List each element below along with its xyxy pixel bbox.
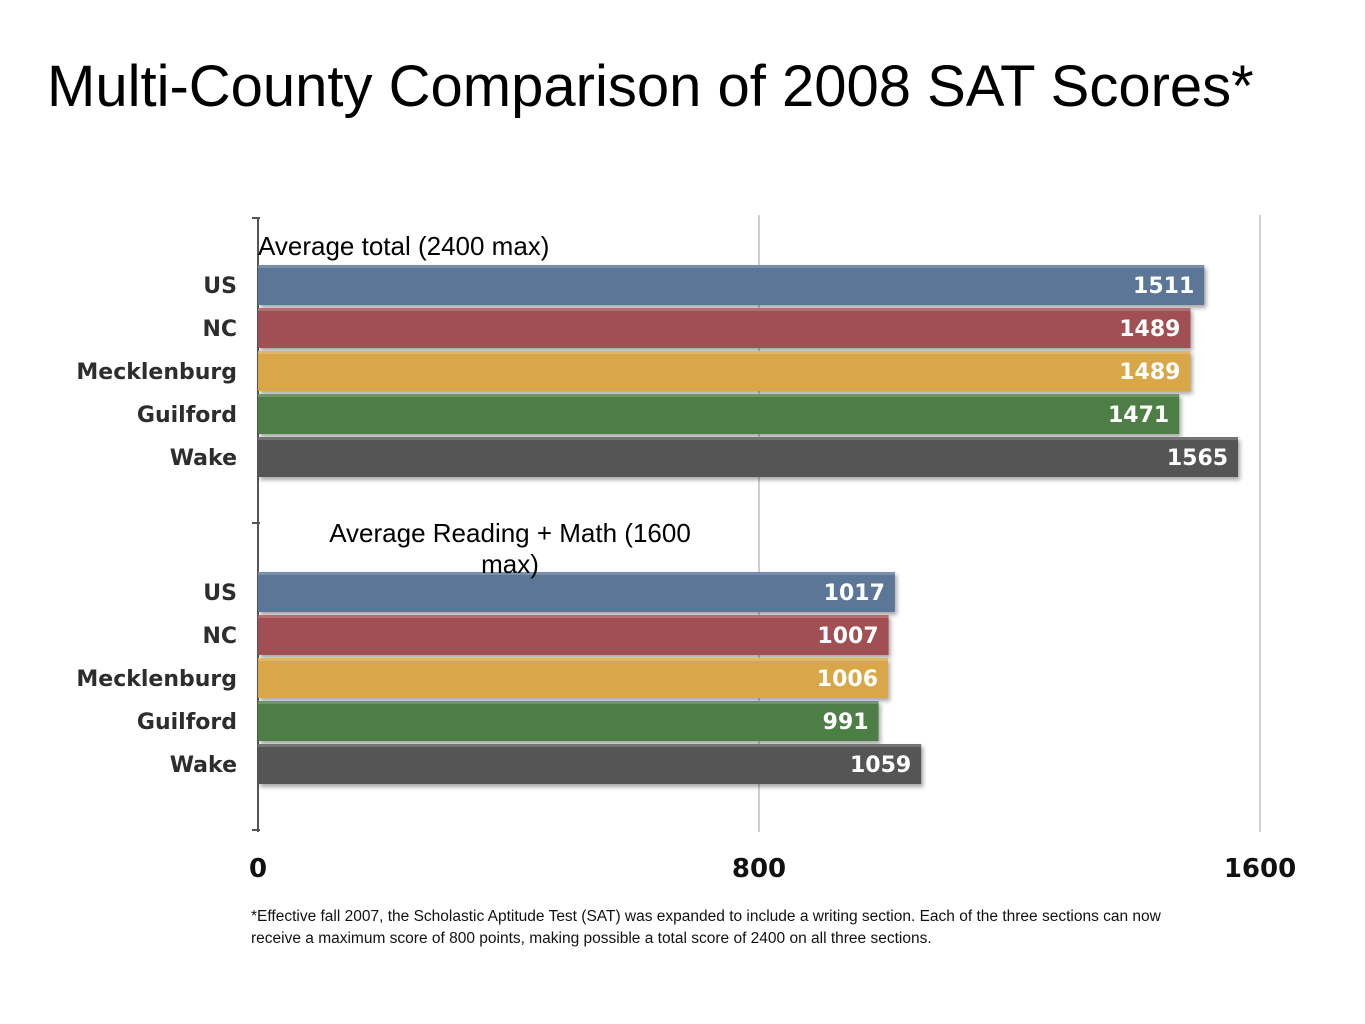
category-label: NC: [202, 317, 237, 342]
bar-nc: [258, 308, 1191, 348]
value-label: 1017: [824, 581, 885, 606]
bar-highlight: [258, 351, 1191, 354]
x-tick-label: 0: [249, 854, 267, 884]
value-label: 991: [823, 710, 869, 735]
bar-highlight: [258, 572, 895, 575]
bar-us: [258, 265, 1205, 305]
category-label: Wake: [170, 753, 237, 778]
category-label: Guilford: [137, 710, 237, 735]
value-label: 1059: [850, 753, 911, 778]
category-label: Mecklenburg: [76, 667, 237, 692]
category-label: Guilford: [137, 403, 237, 428]
bar-mecklenburg: [258, 351, 1191, 391]
footnote: *Effective fall 2007, the Scholastic Apt…: [251, 908, 1161, 947]
value-label: 1471: [1108, 403, 1169, 428]
value-label: 1489: [1119, 317, 1180, 342]
x-tick-label: 800: [732, 854, 786, 884]
bar-wake: [258, 437, 1239, 477]
bar-highlight: [258, 615, 889, 618]
x-tick-label: 1600: [1224, 854, 1296, 884]
bar-guilford: [258, 394, 1180, 434]
bar-us: [258, 572, 895, 612]
bar-guilford: [258, 701, 879, 741]
category-label: US: [203, 274, 237, 299]
category-label: Mecklenburg: [76, 360, 237, 385]
bar-highlight: [258, 658, 889, 661]
panel-subtitle-cont: max): [481, 549, 539, 579]
bar-mecklenburg: [258, 658, 889, 698]
bar-highlight: [258, 265, 1205, 268]
value-label: 1565: [1167, 446, 1228, 471]
panel-subtitle: Average total (2400 max): [258, 231, 549, 261]
slide-title: Multi-County Comparison of 2008 SAT Scor…: [47, 54, 1254, 119]
panel-subtitle: Average Reading + Math (1600: [329, 518, 691, 548]
value-label: 1511: [1133, 274, 1194, 299]
bars: [258, 265, 1239, 784]
value-label: 1007: [817, 624, 878, 649]
bar-highlight: [258, 394, 1180, 397]
bar-highlight: [258, 308, 1191, 311]
bar-wake: [258, 744, 922, 784]
bar-highlight: [258, 437, 1239, 440]
category-label: Wake: [170, 446, 237, 471]
labels: 0 800 1600 Average total (2400 max) 1511 US 14…: [76, 231, 1296, 884]
bar-highlight: [258, 744, 922, 747]
value-label: 1489: [1119, 360, 1180, 385]
sat-bar-chart: 0 800 1600 Average total (2400 max) 1511 US 14…: [76, 215, 1296, 884]
bar-highlight: [258, 701, 879, 704]
value-label: 1006: [817, 667, 878, 692]
category-label: US: [203, 581, 237, 606]
category-label: NC: [202, 624, 237, 649]
bar-nc: [258, 615, 889, 655]
